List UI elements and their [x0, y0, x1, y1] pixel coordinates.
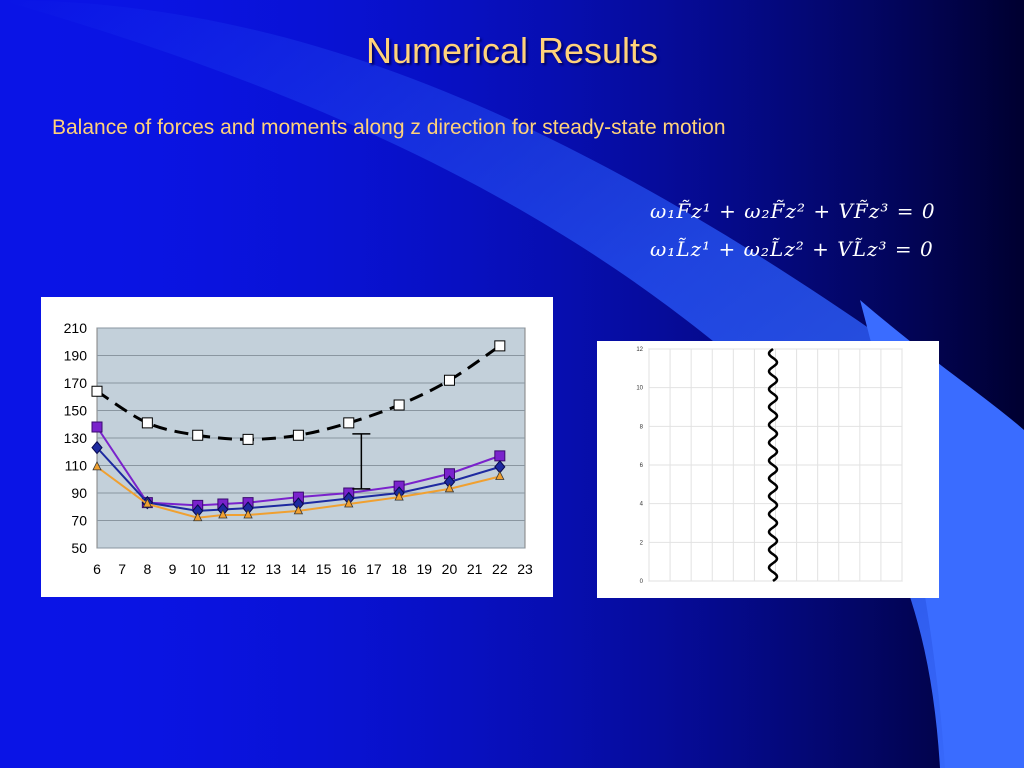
- series-point-1: [91, 421, 103, 433]
- series-point-0: [91, 385, 103, 397]
- series-line-0: [96, 344, 501, 441]
- series-point-0: [141, 417, 153, 429]
- series-point-3: [193, 511, 203, 522]
- series-point-3: [142, 498, 153, 508]
- series-point-3: [92, 460, 102, 471]
- series-point-3: [243, 509, 253, 519]
- series-point-0: [393, 399, 405, 411]
- series-point-3: [218, 509, 228, 519]
- trajectory-y-tick-label: 4: [640, 502, 644, 508]
- line-chart-panel: 50 70 90 110 130 150 170 190 210 6 7 8 9 10 11 12 13 14 15…: [41, 297, 553, 597]
- series-point-0: [343, 417, 355, 429]
- series-point-0: [192, 429, 204, 441]
- x-tick-label: 15: [316, 561, 332, 577]
- force-balance-equation: ω₁F̃z¹ + ω₂F̃z² + VF̃z³ = 0: [650, 192, 936, 230]
- y-tick-label: 50: [71, 540, 87, 556]
- force-equation-rhs: = 0: [896, 199, 936, 223]
- x-tick-label: 23: [517, 561, 533, 577]
- trajectory-y-tick-label: 0: [640, 579, 644, 585]
- trajectory-y-tick-label: 6: [640, 463, 644, 469]
- x-tick-label: 9: [169, 561, 177, 577]
- line-chart: 50 70 90 110 130 150 170 190 210 6 7 8 9 10 11 12 13 14 15…: [64, 320, 533, 577]
- series-point-0: [443, 374, 455, 386]
- x-tick-label: 17: [366, 561, 382, 577]
- x-tick-label: 18: [391, 561, 407, 577]
- y-tick-label: 190: [64, 348, 88, 364]
- x-tick-label: 14: [291, 561, 307, 577]
- x-tick-label: 22: [492, 561, 508, 577]
- series-point-3: [293, 504, 304, 515]
- series-point-0: [292, 429, 304, 441]
- series-line-2: [96, 446, 501, 512]
- x-tick-label: 13: [265, 561, 281, 577]
- x-tick-label: 16: [341, 561, 357, 577]
- series-point-0: [242, 433, 254, 445]
- y-tick-label: 110: [65, 458, 88, 474]
- trajectory-y-tick-label: 2: [640, 540, 644, 546]
- slide-subtitle: Balance of forces and moments along z di…: [52, 116, 726, 139]
- y-tick-label: 70: [71, 513, 87, 529]
- x-tick-label: 8: [143, 561, 151, 577]
- series-point-0: [494, 340, 506, 352]
- x-tick-label: 11: [216, 561, 231, 577]
- force-equation-lhs: ω₁F̃z¹ + ω₂F̃z² + VF̃z³: [650, 199, 890, 223]
- y-tick-label: 170: [64, 375, 88, 391]
- moment-equation-lhs: ω₁L̃z¹ + ω₂L̃z² + VL̃z³: [650, 237, 888, 261]
- x-tick-label: 7: [118, 561, 126, 577]
- trajectory-y-tick-label: 8: [640, 424, 644, 430]
- x-tick-label: 12: [240, 561, 256, 577]
- series-point-1: [494, 450, 506, 462]
- series-point-3: [344, 498, 354, 508]
- x-tick-label: 19: [417, 561, 433, 577]
- x-tick-label: 21: [467, 561, 483, 577]
- x-tick-label: 6: [93, 561, 101, 577]
- series-line-3: [96, 466, 501, 519]
- series-point-3: [495, 470, 505, 480]
- y-tick-label: 90: [71, 485, 87, 501]
- trajectory-y-tick-label: 12: [636, 347, 643, 353]
- trajectory-plot-panel: 0 2 4 6 8 10 12: [597, 341, 939, 598]
- series-line-1: [96, 426, 501, 507]
- series-point-2: [91, 440, 103, 455]
- y-tick-label: 210: [64, 320, 88, 336]
- slide-title: Numerical Results: [365, 30, 659, 71]
- moment-balance-equation: ω₁L̃z¹ + ω₂L̃z² + VL̃z³ = 0: [650, 230, 936, 268]
- trajectory-line: [767, 347, 779, 583]
- trajectory-y-tick-label: 10: [636, 386, 643, 392]
- moment-equation-rhs: = 0: [894, 237, 934, 261]
- trajectory-plot: 0 2 4 6 8 10 12: [636, 347, 903, 585]
- series-point-3: [394, 491, 404, 501]
- y-tick-label: 130: [64, 430, 88, 446]
- x-tick-label: 20: [442, 561, 458, 577]
- y-tick-label: 150: [64, 403, 88, 419]
- equations-block: ω₁F̃z¹ + ω₂F̃z² + VF̃z³ = 0 ω₁L̃z¹ + ω₂L…: [650, 192, 936, 268]
- series-point-3: [444, 482, 455, 493]
- x-tick-label: 10: [190, 561, 206, 577]
